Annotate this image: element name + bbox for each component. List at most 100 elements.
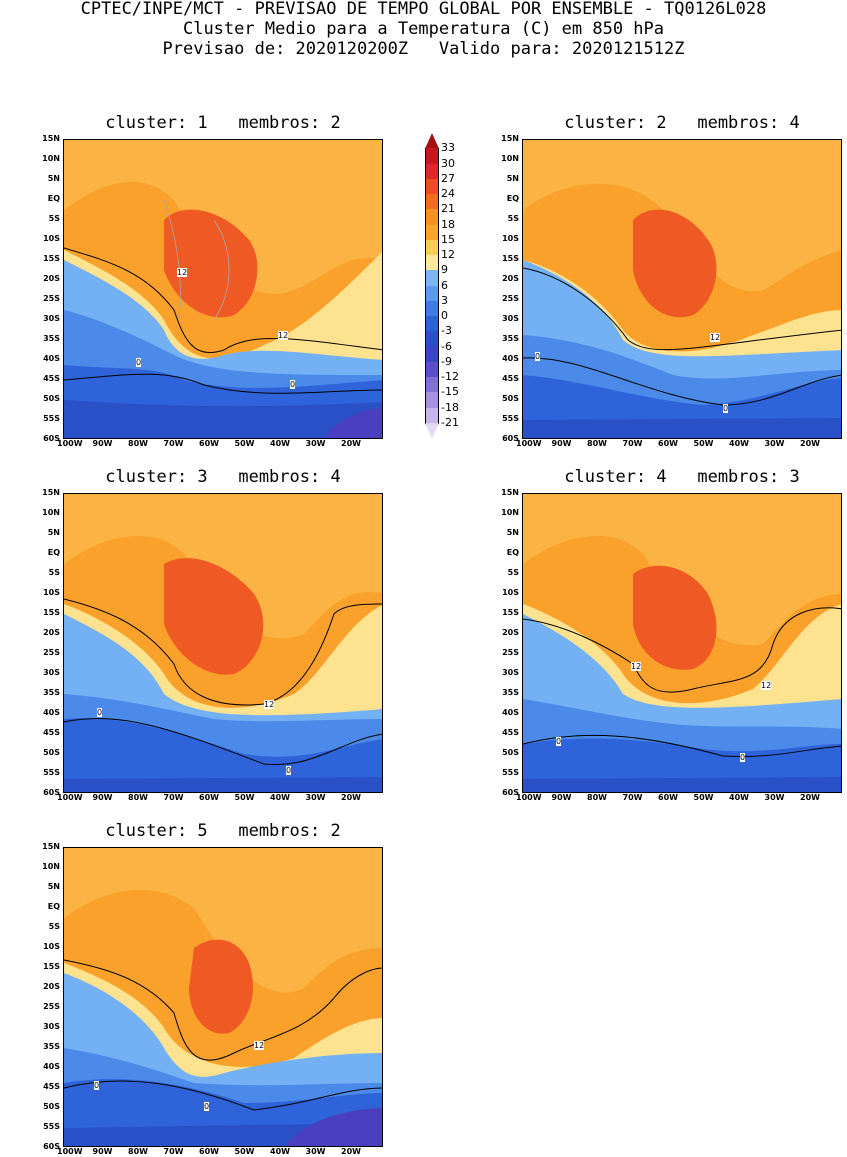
panel-title-5: cluster: 5 membros: 2 [105, 821, 341, 841]
map-panel-4: 12 12 0 0 [522, 493, 842, 793]
lat-tick-label: 35S [43, 1042, 60, 1051]
temperature-map-3 [64, 494, 382, 792]
colorbar-label: 3 [441, 293, 448, 307]
colorbar-segment [425, 346, 439, 363]
colorbar-segment [425, 331, 439, 347]
colorbar-label: -15 [441, 385, 459, 399]
lat-tick-label: 20S [502, 274, 519, 283]
colorbar-segment [425, 361, 439, 378]
lon-tick-label: 80W [128, 793, 148, 802]
lat-tick-label: 15N [501, 134, 519, 143]
lat-tick-label: 50S [43, 394, 60, 403]
lon-tick-label: 40W [270, 439, 290, 448]
colorbar-segment [425, 133, 439, 149]
lat-tick-label: 55S [43, 768, 60, 777]
lat-tick-label: 5N [506, 528, 519, 537]
lat-tick-label: 5S [48, 214, 60, 223]
colorbar-segment [425, 255, 439, 271]
lon-tick-label: 80W [128, 439, 148, 448]
lat-tick-label: 15S [43, 254, 60, 263]
lat-tick-label: 50S [43, 748, 60, 757]
colorbar-label: 12 [441, 248, 455, 261]
lat-tick-label: 15N [42, 134, 60, 143]
lon-tick-label: 80W [128, 1147, 148, 1156]
lat-tick-label: 50S [43, 1102, 60, 1111]
contour-label: 12 [254, 1041, 265, 1050]
lon-tick-label: 70W [163, 439, 184, 448]
colorbar-segment [425, 148, 439, 164]
lat-tick-label: 35S [502, 334, 519, 343]
lon-tick-label: 60W [658, 793, 678, 802]
lat-tick-label: 15S [43, 962, 60, 971]
contour-label: 12 [264, 700, 275, 709]
colorbar-label: -9 [441, 354, 452, 368]
header-line-3: Previsao de: 2020120200Z Valido para: 20… [162, 39, 685, 59]
lon-tick-label: 60W [199, 1147, 219, 1156]
colorbar-label: -18 [441, 400, 459, 414]
lat-tick-label: 10S [43, 588, 60, 597]
lat-tick-label: 25S [43, 1002, 60, 1011]
colorbar-segment [425, 285, 439, 302]
lat-tick-label: 10N [501, 154, 519, 163]
lat-tick-label: 45S [43, 374, 60, 383]
colorbar-label: 30 [441, 156, 455, 170]
lon-tick-label: 60W [199, 793, 219, 802]
colorbar-label: 27 [441, 171, 455, 185]
lat-tick-label: 30S [502, 668, 519, 677]
lat-tick-label: 20S [43, 628, 60, 637]
colorbar-label: 6 [441, 278, 448, 292]
contour-label: 0 [535, 352, 541, 361]
lat-tick-label: 15S [502, 608, 519, 617]
lat-tick-label: 45S [43, 1082, 60, 1091]
colorbar-label: 18 [441, 217, 455, 231]
colorbar-segment [425, 377, 439, 393]
lat-tick-label: 5N [47, 528, 60, 537]
lat-tick-label: 20S [43, 274, 60, 283]
lat-tick-label: 55S [43, 414, 60, 423]
map-panel-5: 12 0 0 [63, 847, 383, 1147]
colorbar-segment [425, 392, 439, 408]
colorbar-segment [425, 270, 439, 286]
lat-tick-label: 35S [502, 688, 519, 697]
lat-tick-label: 25S [502, 648, 519, 657]
temperature-map-2 [523, 140, 841, 438]
lon-tick-label: 20W [341, 793, 361, 802]
colorbar-segment [425, 316, 439, 332]
lat-tick-label: 25S [43, 294, 60, 303]
lon-tick-label: 70W [163, 1147, 184, 1156]
lon-tick-label: 70W [622, 793, 643, 802]
colorbar-segment [425, 178, 439, 195]
lat-tick-label: 45S [43, 728, 60, 737]
colorbar-segment [425, 194, 439, 210]
lat-tick-label: 5S [507, 214, 519, 223]
colorbar-segment [425, 239, 439, 256]
lat-tick-label: 60S [43, 788, 60, 797]
colorbar-label: 33 [441, 141, 455, 155]
lat-tick-label: 35S [43, 688, 60, 697]
colorbar-segment [425, 163, 439, 180]
lat-tick-label: 30S [43, 668, 60, 677]
map-panel-1: 12 12 0 0 [63, 139, 383, 439]
lat-tick-label: 5S [507, 568, 519, 577]
lat-tick-label: 10S [43, 942, 60, 951]
lon-tick-label: 60W [658, 439, 678, 448]
lat-tick-label: 15N [42, 488, 60, 497]
lon-tick-label: 50W [234, 793, 255, 802]
lat-tick-label: 40S [43, 1062, 60, 1071]
lat-tick-label: 5S [48, 922, 60, 931]
lat-tick-label: 35S [43, 334, 60, 343]
temperature-map-5 [64, 848, 382, 1146]
panel-title-1: cluster: 1 membros: 2 [105, 113, 341, 133]
lat-tick-label: EQ [506, 194, 519, 203]
lon-tick-label: 20W [341, 439, 361, 448]
lat-tick-label: 10S [502, 588, 519, 597]
lon-tick-label: 100W [57, 793, 83, 802]
lon-tick-label: 50W [693, 793, 714, 802]
lat-tick-label: EQ [47, 902, 60, 911]
contour-label: 0 [97, 708, 103, 717]
lat-tick-label: 20S [43, 982, 60, 991]
colorbar-label: 24 [441, 187, 455, 200]
lat-tick-label: 60S [502, 434, 519, 443]
lon-tick-label: 80W [587, 439, 607, 448]
lat-tick-label: 5N [47, 882, 60, 891]
